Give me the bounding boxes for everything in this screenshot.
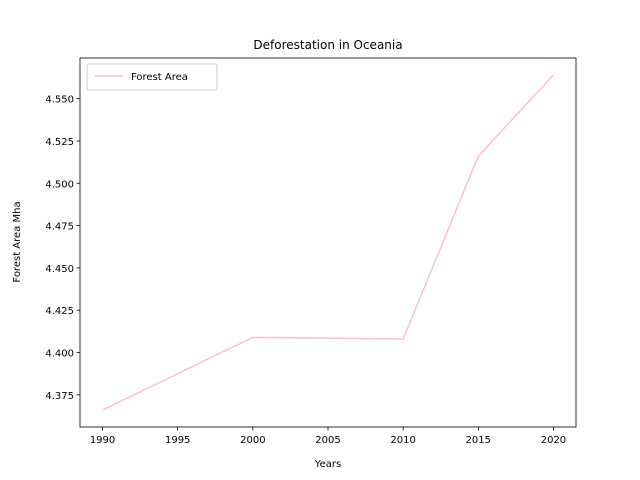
y-tick-label-3: 4.450 xyxy=(45,264,74,275)
x-tick-label-1995: 1995 xyxy=(165,435,190,446)
series-line-forest-area xyxy=(102,74,555,411)
y-tick-label-0: 4.375 xyxy=(45,391,74,402)
plot-area: 1990 1995 2000 2005 2010 2015 2020 4.375 4.400 4.… xyxy=(45,57,577,446)
x-axis-label: Years xyxy=(314,459,341,470)
chart-title: Deforestation in Oceania xyxy=(253,38,402,52)
y-tick-label-2: 4.425 xyxy=(45,306,74,317)
x-tick-label-2005: 2005 xyxy=(315,435,340,446)
y-tick-label-6: 4.525 xyxy=(45,137,74,148)
x-tick-label-2020: 2020 xyxy=(541,435,566,446)
y-tick-label-5: 4.500 xyxy=(45,179,74,190)
y-axis-label: Forest Area Mha xyxy=(12,201,23,282)
x-tick-label-2015: 2015 xyxy=(466,435,491,446)
legend-label-forest-area: Forest Area xyxy=(131,72,188,83)
y-tick-label-7: 4.550 xyxy=(45,95,74,106)
y-tick-label-4: 4.475 xyxy=(45,222,74,233)
x-tick-label-2010: 2010 xyxy=(390,435,415,446)
y-tick-label-1: 4.400 xyxy=(45,349,74,360)
legend-box xyxy=(86,63,218,91)
x-tick-label-2000: 2000 xyxy=(240,435,265,446)
legend: Forest Area xyxy=(86,63,218,91)
x-tick-label-1990: 1990 xyxy=(90,435,115,446)
